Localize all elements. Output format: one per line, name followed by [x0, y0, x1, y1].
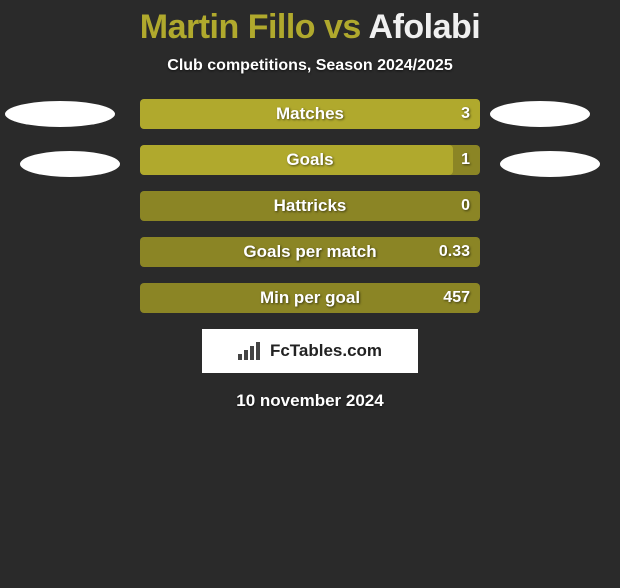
stat-row-min-per-goal: Min per goal 457 [140, 283, 480, 313]
stat-value: 0.33 [439, 237, 470, 267]
stat-row-goals: Goals 1 [140, 145, 480, 175]
stat-row-hattricks: Hattricks 0 [140, 191, 480, 221]
stat-value: 0 [461, 191, 470, 221]
title-player1: Martin Fillo [140, 8, 315, 46]
avatar-placeholder-left-1 [5, 101, 115, 127]
avatar-placeholder-right-2 [500, 151, 600, 177]
stat-label: Goals per match [140, 237, 480, 267]
stat-value: 1 [461, 145, 470, 175]
page-title: Martin Fillo vs Afolabi [0, 8, 620, 47]
stat-label: Hattricks [140, 191, 480, 221]
source-badge: FcTables.com [202, 329, 418, 373]
chart-stage: Matches 3 Goals 1 Hattricks 0 Goals per … [0, 99, 620, 411]
source-badge-text: FcTables.com [270, 341, 382, 361]
avatar-placeholder-left-2 [20, 151, 120, 177]
title-player2: Afolabi [369, 8, 481, 46]
title-vs: vs [315, 8, 368, 46]
subtitle: Club competitions, Season 2024/2025 [0, 57, 620, 75]
stat-value: 457 [443, 283, 470, 313]
avatar-placeholder-right-1 [490, 101, 590, 127]
stat-label: Goals [140, 145, 480, 175]
stat-rows: Matches 3 Goals 1 Hattricks 0 Goals per … [140, 99, 480, 313]
stat-row-matches: Matches 3 [140, 99, 480, 129]
date-label: 10 november 2024 [0, 391, 620, 411]
stat-label: Matches [140, 99, 480, 129]
stat-row-goals-per-match: Goals per match 0.33 [140, 237, 480, 267]
stat-label: Min per goal [140, 283, 480, 313]
bar-chart-icon [238, 340, 264, 362]
stat-value: 3 [461, 99, 470, 129]
